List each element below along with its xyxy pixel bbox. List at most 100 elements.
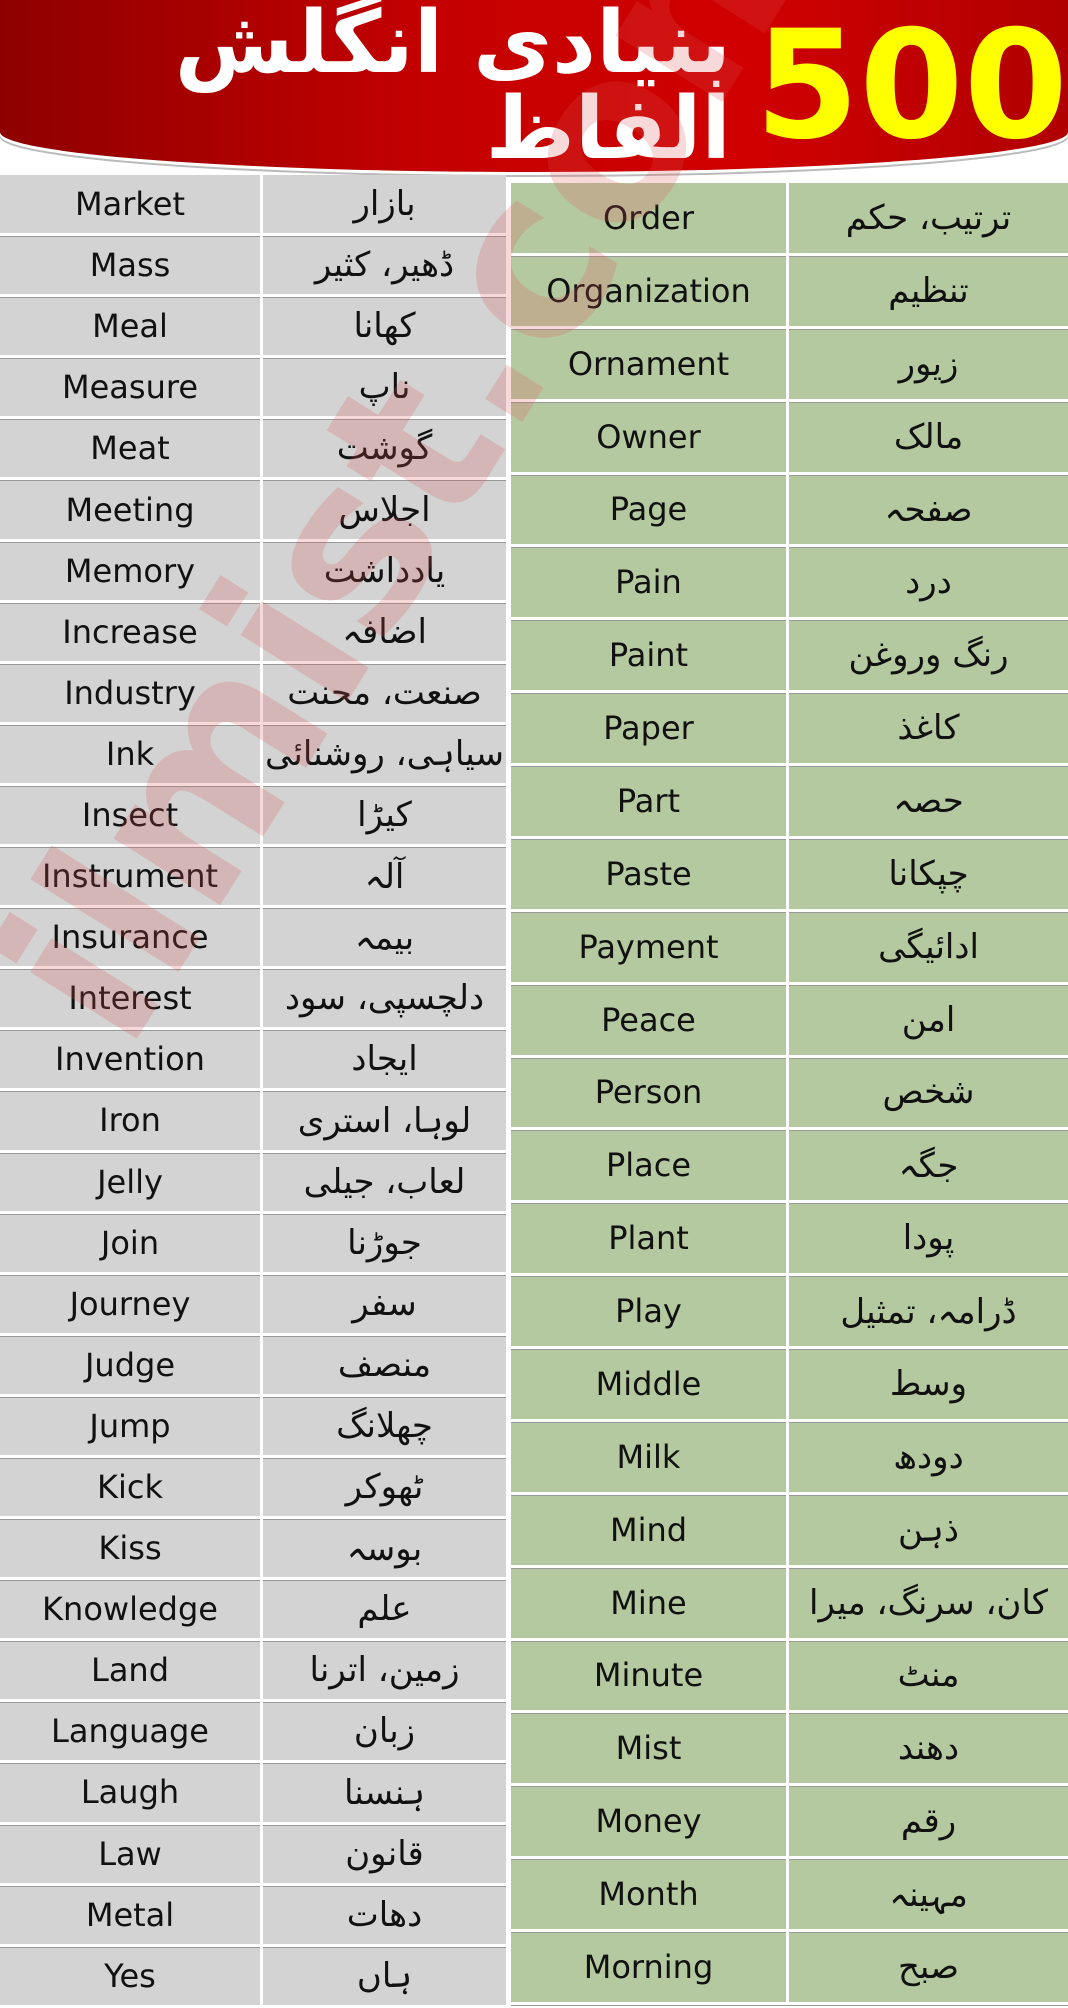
table-row: Money رقم (511, 1786, 1068, 1860)
urdu-meaning: صفحہ (884, 489, 973, 530)
table-row: Laugh ہنسنا (0, 1763, 506, 1825)
table-row: Land زمین، اترنا (0, 1641, 506, 1703)
english-word: Laugh (0, 1763, 263, 1822)
table-row: Measure ناپ (0, 358, 506, 420)
table-row: Plant پودا (511, 1203, 1068, 1277)
urdu-meaning: منصف (337, 1344, 432, 1385)
urdu-meaning: ناپ (358, 367, 411, 408)
english-word: Interest (0, 969, 263, 1028)
urdu-meaning: ذہن (898, 1510, 959, 1551)
table-row: Page صفحہ (511, 474, 1068, 548)
urdu-meaning: گوشت (336, 428, 433, 469)
table-row: Part حصہ (511, 766, 1068, 839)
urdu-meaning: ترتیب، حکم (845, 197, 1012, 238)
urdu-meaning: صبح (897, 1946, 960, 1987)
urdu-meaning: ہاں (356, 1956, 413, 1997)
english-word: Paste (511, 838, 789, 909)
table-row: Order ترتیب، حکم (511, 183, 1068, 256)
english-word: Language (0, 1702, 263, 1761)
english-word: Market (0, 175, 263, 234)
english-word: Insurance (0, 908, 263, 967)
english-word: Paint (511, 620, 789, 691)
header: بنیادی انگلش الفاظ 500 (0, 0, 1068, 172)
urdu-meaning: دلچسپی، سود (284, 978, 485, 1019)
table-row: Journey سفر (0, 1274, 506, 1336)
urdu-meaning: پودا (902, 1218, 955, 1259)
table-row: Owner مالک (511, 401, 1068, 475)
urdu-meaning: آلہ (364, 856, 405, 897)
urdu-meaning: ادائیگی (878, 926, 979, 967)
table-row: Mine کان، سرنگ، میرا (511, 1567, 1068, 1641)
english-word: Minute (511, 1640, 789, 1711)
english-word: Person (511, 1057, 789, 1128)
table-row: Play ڈرامہ، تمثیل (511, 1276, 1068, 1349)
table-row: Meat گوشت (0, 419, 506, 481)
english-word: Organization (511, 255, 789, 326)
english-word: Kick (0, 1457, 263, 1517)
table-row: Meal کھانا (0, 297, 506, 359)
english-word: Memory (0, 541, 263, 600)
english-word: Part (511, 766, 789, 836)
urdu-meaning: سیاہی، روشنائی (265, 734, 504, 775)
urdu-meaning: کھانا (353, 306, 416, 347)
urdu-meaning: کان، سرنگ، میرا (809, 1582, 1048, 1623)
urdu-meaning: جگہ (898, 1145, 959, 1186)
urdu-meaning: امن (901, 999, 956, 1040)
english-word: Insect (0, 785, 263, 845)
table-row: Metal دھات (0, 1885, 506, 1947)
english-word: Jump (0, 1396, 263, 1455)
table-row: Insurance بیمہ (0, 908, 506, 970)
urdu-meaning: قانون (345, 1833, 424, 1874)
urdu-meaning: بوسہ (346, 1528, 423, 1569)
urdu-meaning: زبان (353, 1711, 416, 1752)
table-row: Join جوڑنا (0, 1213, 506, 1275)
table-row: Milk دودھ (511, 1421, 1068, 1495)
urdu-meaning: منٹ (897, 1655, 960, 1696)
urdu-meaning: ڈرامہ، تمثیل (840, 1291, 1017, 1332)
table-row: Morning صبح (511, 1932, 1068, 2005)
english-word: Metal (0, 1885, 263, 1944)
english-word: Join (0, 1213, 263, 1272)
english-word: Payment (511, 911, 789, 982)
english-word: Meeting (0, 480, 263, 539)
table-row: Yes ہاں (0, 1946, 506, 2008)
english-word: Order (511, 183, 789, 253)
urdu-meaning: جوڑنا (347, 1222, 422, 1263)
urdu-meaning: رنگ وروغن (848, 635, 1009, 676)
english-word: Middle (511, 1349, 789, 1419)
table-row: Jelly لعاب، جیلی (0, 1152, 506, 1214)
urdu-meaning: اجلاس (338, 489, 431, 530)
urdu-meaning: تنظیم (888, 270, 969, 311)
urdu-meaning: زمین، اترنا (309, 1650, 460, 1691)
english-word: Yes (0, 1946, 263, 2005)
english-word: Meat (0, 419, 263, 478)
english-word: Paper (511, 693, 789, 763)
table-row: Judge منصف (0, 1335, 506, 1397)
table-row: Instrument آلہ (0, 847, 506, 909)
urdu-meaning: ڈھیر، کثیر (314, 245, 455, 286)
english-word: Increase (0, 602, 263, 661)
english-word: Plant (511, 1203, 789, 1274)
table-row: Iron لوہا، استری (0, 1091, 506, 1153)
table-row: Organization تنظیم (511, 255, 1068, 329)
english-word: Ornament (511, 328, 789, 399)
urdu-meaning: صنعت، محنت (287, 672, 482, 713)
urdu-meaning: دودھ (893, 1436, 964, 1477)
english-word: Jelly (0, 1152, 263, 1211)
header-title: بنیادی انگلش الفاظ (174, 0, 731, 179)
english-word: Page (511, 474, 789, 545)
urdu-meaning: چپکانا (888, 853, 969, 894)
english-word: Ink (0, 724, 263, 783)
urdu-meaning: رقم (900, 1801, 957, 1842)
urdu-meaning: وسط (889, 1363, 968, 1404)
english-word: Play (511, 1276, 789, 1346)
urdu-meaning: درد (905, 562, 952, 603)
urdu-meaning: کاغذ (897, 708, 960, 749)
urdu-meaning: بازار (353, 184, 416, 225)
english-word: Mind (511, 1494, 789, 1565)
table-row: Mist دھند (511, 1713, 1068, 1787)
table-row: Paint رنگ وروغن (511, 620, 1068, 694)
table-row: Paper کاغذ (511, 693, 1068, 766)
urdu-meaning: ٹھوکر (345, 1467, 424, 1508)
table-row: Ink سیاہی، روشنائی (0, 724, 506, 786)
